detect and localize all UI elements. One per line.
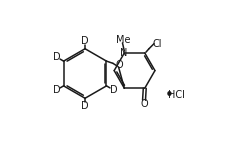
Text: D: D: [110, 85, 117, 95]
Text: O: O: [115, 61, 123, 71]
Text: D: D: [81, 36, 89, 46]
Text: D: D: [53, 85, 60, 95]
Text: Me: Me: [116, 35, 131, 45]
Text: D: D: [81, 101, 89, 111]
Text: HCl: HCl: [168, 90, 185, 100]
Text: Cl: Cl: [152, 39, 162, 49]
Text: O: O: [140, 99, 148, 109]
Text: •: •: [165, 88, 174, 103]
Text: D: D: [53, 52, 60, 62]
Text: N: N: [120, 48, 127, 58]
